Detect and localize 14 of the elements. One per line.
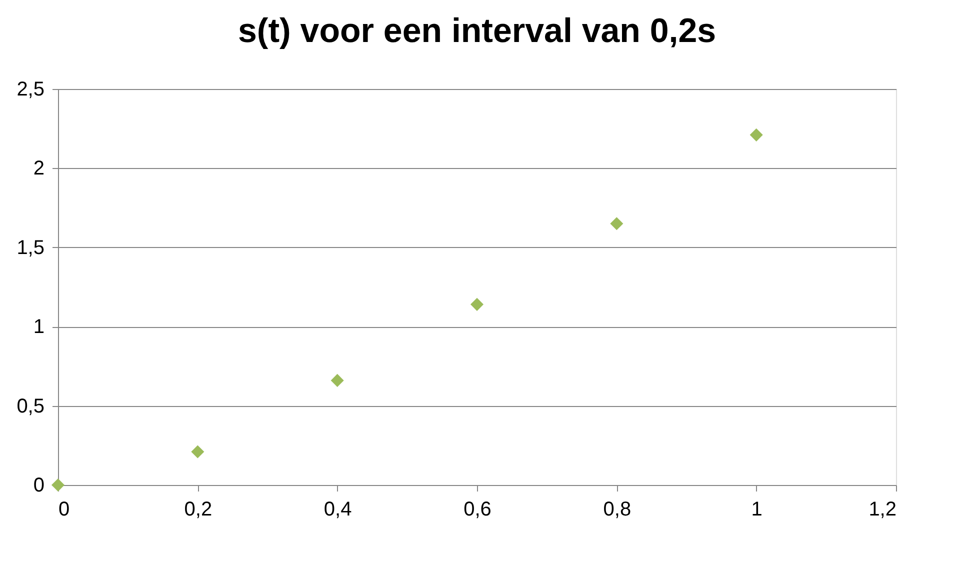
x-tick-label: 0,4 xyxy=(324,498,352,520)
y-tick-label: 1 xyxy=(33,316,44,338)
x-tick-label: 0,2 xyxy=(184,498,212,520)
y-tick-label: 1,5 xyxy=(16,236,44,259)
y-tick-label: 2,5 xyxy=(16,78,44,100)
x-tick-label: 1 xyxy=(751,498,762,520)
chart-title: s(t) voor een interval van 0,2s xyxy=(238,12,716,50)
x-tick-label: 0,8 xyxy=(603,498,632,520)
y-tick-label: 0 xyxy=(33,474,44,496)
y-tick-label: 0,5 xyxy=(16,395,44,418)
x-tick-label: 1,2 xyxy=(868,498,896,520)
x-tick-label: 0 xyxy=(58,498,70,520)
y-tick-label: 2 xyxy=(33,158,44,180)
x-tick-label: 0,6 xyxy=(464,498,492,520)
